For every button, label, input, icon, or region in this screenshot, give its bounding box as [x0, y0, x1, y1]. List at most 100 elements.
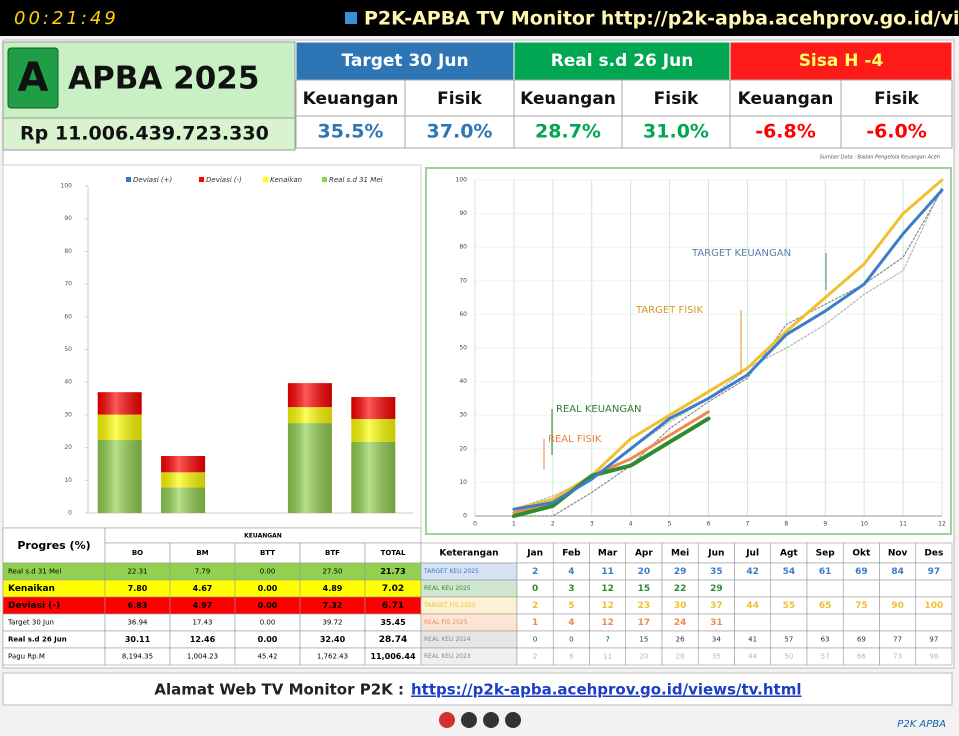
table-value: 11 — [601, 567, 614, 577]
group-name: Target 30 Jun — [341, 51, 468, 71]
column-header: Jun — [707, 549, 724, 559]
app-title: APBA 2025 — [68, 61, 259, 97]
table-value: 20 — [639, 653, 648, 661]
bar-shade — [97, 440, 142, 513]
cell-value: -6.0% — [866, 121, 927, 143]
table-value: 8,194.35 — [122, 653, 153, 661]
table-value: 0.00 — [258, 635, 278, 644]
y-tick-label: 100 — [61, 183, 73, 190]
table-value: 0.00 — [260, 619, 276, 627]
table-value: 84 — [891, 567, 904, 577]
series-line — [511, 416, 711, 518]
cell-label: Keuangan — [303, 89, 399, 109]
cell-label: Fisik — [437, 89, 482, 109]
table-cell — [842, 613, 880, 632]
title-icon — [345, 12, 357, 24]
table-value: 69 — [857, 636, 866, 644]
table-value: 23 — [638, 601, 651, 611]
table-value: 55 — [783, 601, 796, 611]
bar-shade — [351, 418, 396, 442]
legend-swatch — [322, 177, 327, 182]
table-value: 21.73 — [380, 567, 405, 576]
group-header — [295, 41, 515, 81]
x-tick-label: 6 — [707, 521, 711, 528]
y-tick-label: 50 — [459, 345, 467, 352]
y-tick-label: 60 — [459, 311, 467, 318]
table-value: 73 — [893, 653, 902, 661]
table-value: 1 — [532, 618, 538, 628]
table-value: 17 — [638, 618, 651, 628]
x-tick-label: 1 — [512, 521, 516, 528]
pagu: Rp 11.006.439.723.330 — [20, 123, 269, 145]
legend-swatch — [199, 177, 204, 182]
table-cell — [770, 579, 808, 598]
column-header: Feb — [562, 549, 581, 559]
group-header — [513, 41, 731, 81]
legend-label: Kenaikan — [270, 176, 302, 184]
row-label-tint — [421, 580, 517, 597]
group-name: Real s.d 26 Jun — [551, 51, 694, 71]
table-group: KEUANGAN — [244, 533, 282, 540]
row-label: Target 30 Jun — [7, 619, 54, 627]
cell-label-box — [295, 79, 406, 117]
column-header: Agt — [780, 549, 798, 559]
row-label-tint — [421, 597, 517, 614]
row-label: Kenaikan — [8, 584, 55, 594]
bar-shade — [161, 487, 206, 513]
table-value: 12 — [601, 601, 614, 611]
table-value: 66 — [857, 653, 866, 661]
cell-value: -6.8% — [755, 121, 816, 143]
cell-value-box — [295, 115, 406, 149]
cell-value: 31.0% — [643, 121, 709, 143]
table-value: 12.46 — [190, 635, 216, 644]
table-value: 30 — [674, 601, 687, 611]
y-tick-label: 0 — [463, 513, 467, 520]
table-value: 5 — [568, 601, 574, 611]
table-value: 45.42 — [257, 653, 277, 661]
x-tick-label: 8 — [784, 521, 788, 528]
row-label-tint — [421, 648, 517, 665]
table-cell — [806, 613, 844, 632]
table-value: 44 — [748, 653, 757, 661]
table-value: 97 — [928, 567, 941, 577]
table-value: 6 — [569, 653, 574, 661]
cell-value-box — [840, 115, 953, 149]
table-value: 29 — [710, 584, 723, 594]
x-tick-label: 4 — [629, 521, 633, 528]
y-tick-label: 10 — [64, 477, 72, 484]
logo-square — [7, 47, 59, 109]
table-value: 12 — [601, 618, 614, 628]
carousel-dot — [439, 712, 455, 728]
row-label: TARGET KEU 2025 — [423, 568, 479, 575]
column-header: BTF — [325, 549, 340, 557]
table-value: 29 — [674, 567, 687, 577]
line-chart-panel — [425, 167, 952, 535]
table-value: 11 — [603, 653, 612, 661]
y-tick-label: 90 — [459, 210, 467, 217]
table-value: 15 — [638, 584, 651, 594]
row-label-tint — [421, 631, 517, 648]
table-value: 61 — [819, 567, 832, 577]
column-header: Des — [924, 549, 943, 559]
row-label: TARGET FIS 2025 — [423, 602, 476, 609]
table-value: 0.00 — [260, 568, 276, 576]
table-value: 0 — [533, 636, 537, 644]
footer-url[interactable]: https://p2k-apba.acehprov.go.id/views/tv… — [411, 681, 802, 699]
table-value: 90 — [891, 601, 904, 611]
table-cell — [770, 613, 808, 632]
column-header: BO — [132, 549, 143, 557]
cell-label: Keuangan — [520, 89, 616, 109]
x-tick-label: 9 — [823, 521, 827, 528]
x-tick-label: 12 — [938, 521, 946, 528]
row-label: REAL KEU 2025 — [424, 585, 471, 592]
table-value: 6.83 — [128, 601, 148, 610]
y-tick-label: 70 — [459, 277, 467, 284]
table-value: 7.80 — [128, 584, 148, 593]
x-tick-label: 11 — [899, 521, 907, 528]
table-cell — [842, 579, 880, 598]
column-header: Sep — [816, 549, 836, 559]
cell-value-box — [621, 115, 731, 149]
table-value: 11,006.44 — [370, 652, 415, 661]
row-label: REAL FIS 2025 — [424, 619, 468, 626]
table-value: 4.89 — [323, 584, 343, 593]
